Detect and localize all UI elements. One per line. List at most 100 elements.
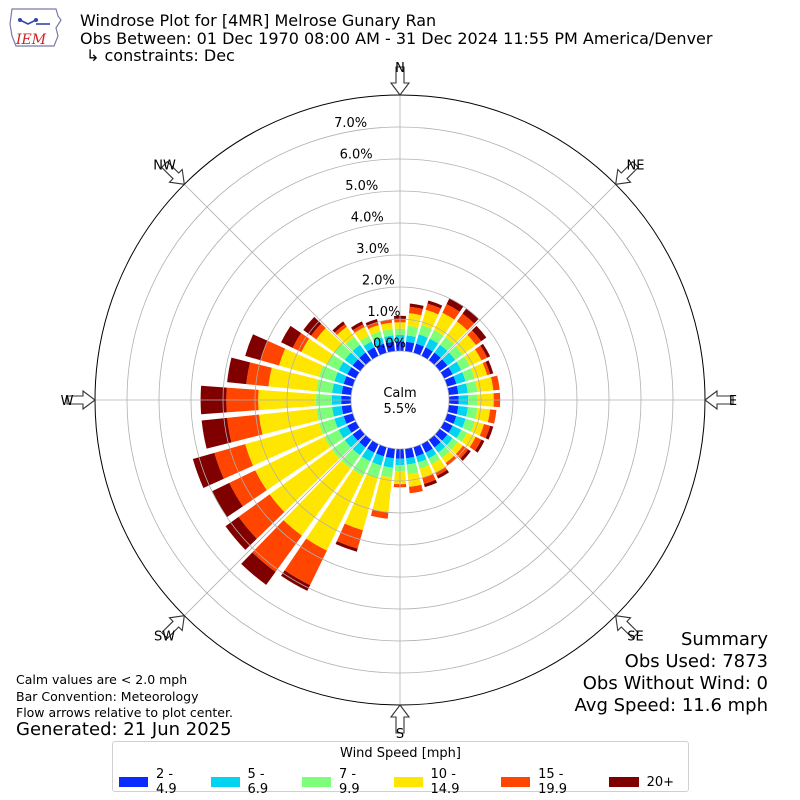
- windrose-bar-segment: [366, 462, 382, 478]
- windrose-bar-segment: [471, 363, 488, 379]
- windrose-bar-segment: [334, 416, 347, 428]
- windrose-bar-segment: [332, 406, 344, 417]
- windrose-bar-segment: [431, 459, 446, 473]
- windrose-bar-segment: [413, 444, 424, 457]
- windrose-bar-segment: [359, 352, 372, 365]
- windrose-bar-segment: [260, 340, 286, 366]
- windrose-bar-segment: [447, 385, 459, 395]
- legend-label: 7 - 9.9: [339, 767, 360, 797]
- windrose-bar-segment: [380, 319, 393, 325]
- windrose-bar-segment: [345, 336, 361, 352]
- legend-item: 20+: [608, 767, 674, 797]
- windrose-bar-segment: [471, 325, 487, 342]
- direction-label-s: S: [396, 727, 404, 742]
- windrose-bar-segment: [408, 306, 423, 316]
- windrose-bar-segment: [332, 383, 344, 394]
- windrose-bar-segment: [425, 448, 437, 459]
- windrose-bar-segment: [225, 516, 257, 550]
- windrose-bar-segment: [485, 360, 494, 375]
- windrose-bar-segment: [324, 429, 344, 448]
- windrose-bar-segment: [344, 473, 378, 531]
- generated-date: Generated: 21 Jun 2025: [16, 719, 232, 740]
- windrose-bar-segment: [255, 436, 331, 491]
- windrose-bar-segment: [448, 345, 464, 361]
- windrose-bar-segment: [442, 434, 453, 446]
- windrose-bar-segment: [341, 385, 353, 395]
- windrose-bar-segment: [475, 439, 485, 453]
- windrose-bar-segment: [367, 347, 379, 360]
- windrose-bar-segment: [482, 361, 491, 376]
- windrose-bar-segment: [435, 467, 448, 476]
- windrose-bar-segment: [418, 325, 432, 338]
- radial-tick-label: 1.0%: [367, 305, 400, 320]
- windrose-bar-segment: [347, 367, 360, 379]
- legend-item: 15 - 19.9: [501, 767, 595, 797]
- legend-item: 2 - 4.9: [119, 767, 197, 797]
- windrose-bar-segment: [435, 359, 448, 372]
- windrose-bar-segment: [367, 440, 379, 453]
- windrose-bar-segment: [408, 484, 423, 494]
- direction-arrow-ne: [615, 160, 640, 185]
- windrose-bar-segment: [451, 441, 464, 455]
- windrose-bar-segment: [462, 418, 475, 432]
- legend-swatch: [501, 777, 531, 787]
- windrose-bar-segment: [440, 421, 453, 433]
- legend-swatch: [393, 777, 423, 787]
- windrose-bar-segment: [331, 439, 352, 459]
- windrose-bar-segment: [435, 428, 448, 441]
- windrose-bar-segment: [238, 494, 285, 539]
- windrose-bar-segment: [413, 343, 424, 356]
- legend-title: Wind Speed [mph]: [340, 746, 461, 761]
- windrose-bar-segment: [303, 316, 322, 336]
- windrose-bar-segment: [440, 367, 453, 379]
- windrose-bar-segment: [366, 322, 379, 329]
- windrose-bar-segment: [359, 435, 372, 448]
- windrose-bar-segment: [359, 335, 372, 347]
- windrose-bar-segment: [425, 303, 441, 315]
- windrose-bar-segment: [444, 413, 457, 424]
- windrose-bar-segment: [352, 428, 365, 441]
- windrose-bar-segment: [385, 447, 395, 459]
- windrose-bar-segment: [381, 466, 393, 478]
- windrose-bar-segment: [423, 479, 437, 488]
- windrose-bar-segment: [442, 304, 460, 320]
- windrose-bar-segment: [442, 352, 456, 366]
- windrose-bar-segment: [462, 308, 479, 324]
- windrose-bar-segment: [352, 456, 371, 476]
- windrose-bar-segment: [433, 312, 455, 336]
- windrose-bar-segment: [351, 321, 364, 331]
- windrose-bar-segment: [456, 356, 470, 371]
- grid-spoke: [434, 434, 616, 616]
- legend-swatch: [302, 777, 331, 787]
- windrose-bar-segment: [428, 453, 441, 465]
- grid-spoke: [184, 184, 366, 366]
- windrose-bar-segment: [341, 405, 353, 415]
- direction-arrow-se: [615, 615, 640, 640]
- windrose-bar-segment: [301, 338, 333, 365]
- windrose-bar-segment: [352, 442, 366, 456]
- windrose-bar-segment: [487, 409, 497, 424]
- windrose-bar-segment: [448, 361, 462, 375]
- windrose-bar-segment: [343, 413, 356, 424]
- legend-items: 2 - 4.9 5 - 6.9 7 - 9.9 10 - 14.9 15 - 19.9 2…: [119, 767, 688, 797]
- windrose-bar-segment: [365, 319, 378, 327]
- radial-tick-label: 5.0%: [345, 179, 378, 194]
- windrose-bar-segment: [201, 417, 232, 449]
- direction-arrow-w: [66, 389, 96, 411]
- radial-tick-label: 2.0%: [362, 274, 395, 289]
- windrose-bar-segment: [327, 354, 344, 371]
- direction-arrow-s: [389, 704, 411, 734]
- direction-arrow-sw: [160, 615, 185, 640]
- windrose-bar-segment: [344, 352, 358, 366]
- windrose-bar-segment: [376, 444, 387, 457]
- windrose-bar-segment: [467, 330, 482, 345]
- windrose-bars: [192, 298, 501, 591]
- windrose-bar-segment: [421, 309, 439, 329]
- windrose-bar-segment: [344, 434, 358, 448]
- summary-heading: Summary: [681, 629, 768, 650]
- windrose-bar-segment: [334, 372, 347, 384]
- legend-item: 7 - 9.9: [302, 767, 380, 797]
- windrose-bar-segment: [421, 347, 433, 360]
- direction-label-se: SE: [627, 629, 643, 644]
- windrose-bar-segment: [269, 449, 340, 513]
